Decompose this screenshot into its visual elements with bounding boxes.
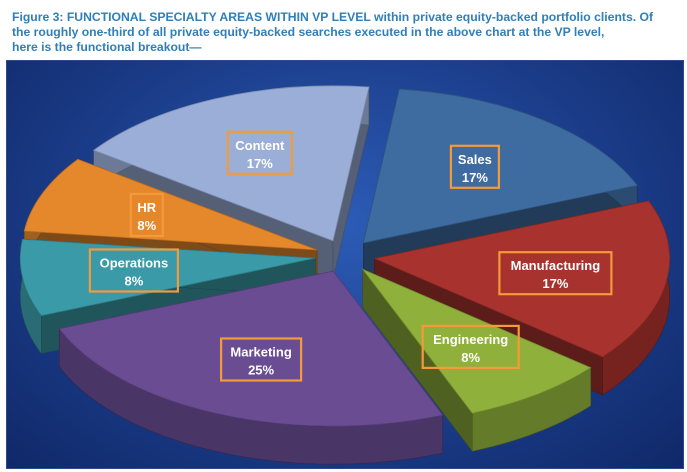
pie-labels: Sales 17% Manufacturing 17% Engineering 8% Mar… [88, 130, 613, 382]
data-label-sales: Sales 17% [449, 144, 500, 189]
caption-line-2: the roughly one-third of all private equ… [12, 25, 605, 39]
caption-line-1: Figure 3: FUNCTIONAL SPECIALTY AREAS WIT… [12, 10, 654, 24]
data-label-box [129, 192, 164, 237]
slice-percent-label: 8% [125, 274, 144, 289]
data-label-hr: HR 8% [129, 192, 164, 237]
data-label-manufacturing: Manufacturing 17% [498, 251, 613, 296]
slice-name-label: Content [235, 138, 285, 153]
slice-name-label: Marketing [230, 345, 291, 360]
pie-slices [19, 85, 671, 465]
slice-percent-label: 17% [542, 276, 568, 291]
slice-name-label: Sales [458, 152, 492, 167]
pie-slice-engineering [361, 268, 592, 453]
figure-caption: Figure 3: FUNCTIONAL SPECIALTY AREAS WIT… [12, 10, 672, 55]
caption-line-3: here is the functional breakout— [12, 40, 202, 54]
data-label-box [498, 251, 613, 296]
data-label-marketing: Marketing 25% [220, 337, 303, 382]
data-label-content: Content 17% [226, 130, 293, 175]
data-label-engineering: Engineering 8% [421, 324, 520, 369]
data-label-box [88, 248, 180, 293]
slice-name-label: Operations [100, 256, 169, 271]
data-label-box [421, 324, 520, 369]
data-label-operations: Operations 8% [88, 248, 180, 293]
pie-chart: Sales 17% Manufacturing 17% Engineering 8% Mar… [19, 85, 671, 465]
chart-area: Sales 17% Manufacturing 17% Engineering 8% Mar… [6, 60, 684, 469]
slice-name-label: HR [137, 200, 156, 215]
slice-name-label: Manufacturing [511, 258, 601, 273]
data-label-box [226, 130, 293, 175]
slice-percent-label: 25% [248, 363, 274, 378]
slice-name-label: Engineering [433, 332, 508, 347]
slice-percent-label: 17% [462, 170, 488, 185]
data-label-box [220, 337, 303, 382]
pie-slice-marketing [58, 270, 444, 465]
data-label-box [449, 144, 500, 189]
slice-percent-label: 8% [461, 350, 480, 365]
slice-percent-label: 17% [247, 156, 273, 171]
slice-percent-label: 8% [137, 218, 156, 233]
